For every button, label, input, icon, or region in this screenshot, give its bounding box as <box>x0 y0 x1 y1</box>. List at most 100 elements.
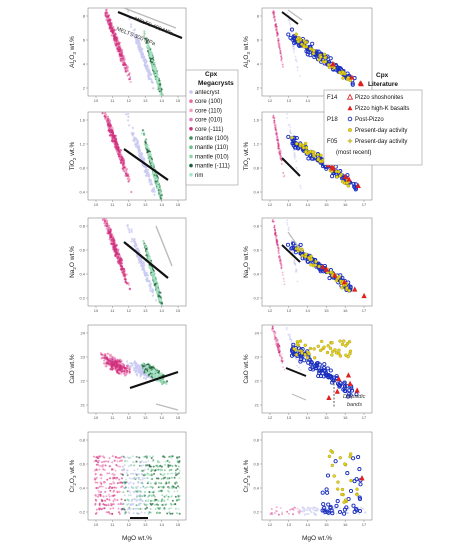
left-panel-1-xtick-label: 10 <box>94 98 99 103</box>
megacryst-point-mantle <box>155 280 158 284</box>
megacryst-point-antecryst <box>142 376 146 379</box>
megacryst-point <box>104 499 107 502</box>
megacryst-point-core <box>116 47 119 50</box>
megacryst-point <box>156 465 159 468</box>
right-panel-2-xtick-label: 17 <box>362 202 367 207</box>
megacryst-point-core <box>116 360 119 363</box>
megacryst-point-mantle <box>160 195 163 198</box>
right-panel-3-xtick-label: 14 <box>305 308 310 313</box>
megacryst-point <box>176 481 178 484</box>
megacryst-point-core <box>111 27 114 30</box>
megacryst-point-core <box>120 159 123 162</box>
right-faint-point <box>277 42 280 45</box>
megacryst-point-core <box>121 271 124 274</box>
megacryst-point-antecryst <box>148 175 151 178</box>
megacryst-point <box>123 464 126 466</box>
megacryst-point-mantle <box>151 62 154 65</box>
megacryst-point-core <box>119 149 122 152</box>
megacryst-point <box>107 503 110 506</box>
megacryst-point-mantle <box>147 256 151 259</box>
left-panel-3-ytick-label: 0.8 <box>79 224 85 229</box>
megacryst-point-core <box>119 59 122 62</box>
right-faint-point <box>287 226 290 229</box>
left-panel-4-xtick-label: 10 <box>94 415 99 420</box>
megacryst-point-antecryst <box>144 61 147 64</box>
megacryst-point-core <box>123 372 126 375</box>
megacryst-point <box>126 503 129 506</box>
megacryst-point-mantle <box>150 272 153 276</box>
megacryst-point-antecryst <box>130 23 133 26</box>
megacryst-point-core <box>127 177 130 180</box>
megacryst-point <box>148 465 151 468</box>
megacryst-point <box>150 495 153 498</box>
right-faint-point <box>280 56 283 58</box>
megacryst-point <box>111 468 114 471</box>
present-day-point <box>302 45 306 49</box>
megacryst-point <box>171 499 174 502</box>
megacryst-point <box>176 468 179 471</box>
post-pizzo-point <box>328 56 333 61</box>
right-faint-point <box>274 127 277 129</box>
right-faint-point <box>294 55 297 58</box>
megacryst-point <box>93 455 95 458</box>
right-faint-point <box>283 280 285 283</box>
right-panel-2-ytick-label: 0.4 <box>253 190 259 195</box>
left-panel-1-ytick-label: 8 <box>83 14 86 19</box>
megacryst-point-core <box>118 53 121 56</box>
left-panel-1-ylabel: Al2O3 wt.% <box>69 36 77 68</box>
megacryst-point <box>116 491 119 494</box>
megacryst-point-core <box>122 161 125 164</box>
megacryst-point-core <box>128 73 131 76</box>
megacryst-point-antecryst <box>148 69 151 72</box>
left-panel-2-ytick-label: 0.4 <box>79 190 85 195</box>
megacryst-point-core <box>120 265 124 268</box>
megacryst-point-core <box>122 170 125 173</box>
megacryst-point-mantle <box>152 372 155 375</box>
right-faint-point <box>286 113 288 115</box>
megacryst-point-core <box>110 365 113 368</box>
megacryst-point <box>108 487 111 490</box>
right-faint-point <box>278 152 281 155</box>
megacryst-point-core <box>121 157 124 160</box>
megacryst-point-antecryst <box>127 113 130 116</box>
megacryst-point-mantle <box>141 367 144 370</box>
megacryst-point-antecryst <box>137 46 140 49</box>
megacryst-point-antecryst <box>139 375 142 378</box>
megacryst-point <box>142 494 145 497</box>
megacryst-point <box>101 500 104 502</box>
megacryst-point-mantle <box>150 160 153 163</box>
megacryst-point-core <box>121 366 124 369</box>
megacryst-point-antecryst <box>133 34 136 37</box>
right-faint-point <box>290 31 293 34</box>
left-panel-3-xtick-label: 15 <box>176 308 181 313</box>
megacryst-point-core <box>115 39 118 43</box>
megacryst-point <box>174 469 177 472</box>
right-panel-2-ylabel: TiO2 wt.% <box>243 141 251 170</box>
megacryst-point <box>136 485 139 488</box>
megacryst-point-core <box>101 112 104 115</box>
megacryst-point-antecryst <box>137 43 140 46</box>
present-day-point <box>345 181 349 185</box>
megacryst-point-core <box>104 117 107 120</box>
megacryst-point <box>94 503 97 506</box>
right-faint-point <box>272 218 275 221</box>
left-panel-3-xtick-label: 12 <box>127 308 132 313</box>
megacryst-point-core <box>109 18 112 21</box>
megacryst-point-mantle <box>155 290 158 293</box>
megacryst-point <box>103 456 106 459</box>
megacryst-point-core <box>118 360 121 363</box>
megacryst-point-antecryst <box>130 25 133 28</box>
megacryst-point-mantle <box>142 243 146 246</box>
megacryst-point <box>98 491 101 494</box>
megacryst-point-mantle <box>158 88 161 91</box>
left-panel-2-frame <box>87 111 187 201</box>
megacryst-point-antecryst <box>139 156 142 159</box>
megacryst-point <box>149 499 152 502</box>
megacryst-point <box>145 461 147 463</box>
megacryst-point <box>121 507 124 510</box>
left-panel-5-ylabel: Cr2O3 wt.% <box>69 459 77 492</box>
megacryst-point <box>161 494 164 497</box>
megacryst-point-mantle <box>142 365 145 368</box>
present-day-point <box>335 175 339 179</box>
